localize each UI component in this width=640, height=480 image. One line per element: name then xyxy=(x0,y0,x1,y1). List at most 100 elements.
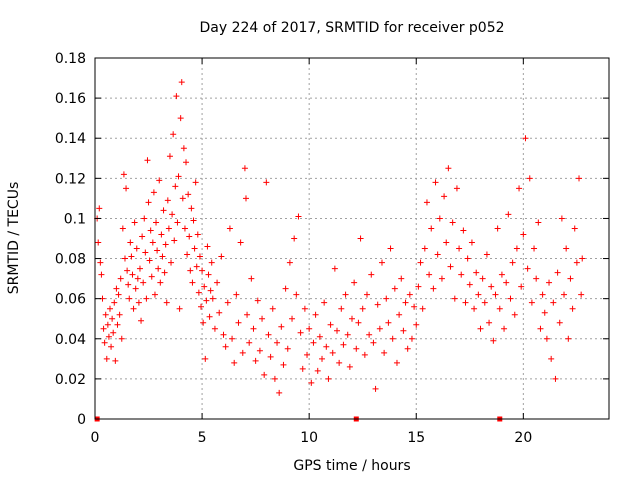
data-point xyxy=(441,193,448,200)
data-point xyxy=(124,267,131,274)
data-point xyxy=(479,275,486,282)
data-point xyxy=(125,281,132,288)
data-point xyxy=(353,345,360,352)
x-tick-label: 20 xyxy=(514,430,532,446)
x-tick-label: 15 xyxy=(407,430,425,446)
data-point xyxy=(206,313,213,320)
data-point xyxy=(475,291,482,298)
data-point xyxy=(267,353,274,360)
data-point xyxy=(179,195,186,202)
data-point xyxy=(203,297,210,304)
data-point xyxy=(567,275,574,282)
data-point xyxy=(157,279,164,286)
x-tick-label: 10 xyxy=(300,430,318,446)
data-point xyxy=(149,239,156,246)
data-point xyxy=(349,315,355,322)
y-axis-label: SRMTID / TECUs xyxy=(6,182,22,295)
x-tick-label: 0 xyxy=(91,430,100,446)
data-point xyxy=(118,335,125,342)
data-point xyxy=(121,255,128,262)
data-point xyxy=(498,271,505,278)
data-point xyxy=(404,345,411,352)
data-point xyxy=(569,305,576,312)
data-point xyxy=(383,295,390,302)
data-point xyxy=(271,375,278,382)
data-point xyxy=(134,275,141,282)
data-point xyxy=(187,267,194,274)
data-point xyxy=(552,375,559,382)
data-point xyxy=(202,355,209,362)
data-point xyxy=(458,271,465,278)
data-point xyxy=(419,305,426,312)
data-point xyxy=(110,329,117,336)
data-point xyxy=(235,319,242,326)
data-point xyxy=(250,325,257,332)
data-point xyxy=(171,237,178,244)
data-point xyxy=(417,259,424,266)
data-point xyxy=(351,279,358,286)
data-point xyxy=(556,319,563,326)
data-point xyxy=(501,325,508,332)
data-point xyxy=(513,245,520,252)
data-point xyxy=(413,321,420,328)
data-point xyxy=(408,335,415,342)
data-point xyxy=(98,271,105,278)
data-point xyxy=(306,325,313,332)
data-point xyxy=(434,251,441,258)
y-tick-label: 0 xyxy=(77,412,86,428)
data-point xyxy=(344,331,351,338)
data-point xyxy=(159,253,166,260)
data-point xyxy=(319,355,326,362)
data-point xyxy=(114,321,121,328)
data-point xyxy=(148,273,155,280)
data-point xyxy=(173,93,180,100)
data-point xyxy=(464,255,471,262)
data-point xyxy=(486,319,493,326)
data-point xyxy=(132,285,139,292)
data-point xyxy=(166,153,173,160)
data-point xyxy=(537,325,544,332)
data-point xyxy=(443,239,450,246)
data-point xyxy=(535,219,542,226)
data-point xyxy=(423,199,430,206)
data-point xyxy=(198,303,205,310)
data-point xyxy=(481,299,488,306)
data-point xyxy=(189,279,196,286)
data-point xyxy=(153,219,160,226)
data-point xyxy=(374,301,381,308)
data-point xyxy=(340,341,347,348)
data-point xyxy=(518,283,525,290)
data-point xyxy=(578,291,585,298)
data-point xyxy=(355,319,362,326)
data-point xyxy=(181,225,188,232)
data-point xyxy=(131,219,138,226)
data-point xyxy=(191,245,198,252)
data-point xyxy=(155,265,162,272)
data-point xyxy=(430,285,437,292)
data-point xyxy=(199,267,206,274)
data-point xyxy=(558,215,565,222)
data-point xyxy=(218,253,225,260)
data-point xyxy=(516,185,523,192)
data-point xyxy=(304,351,311,358)
data-point xyxy=(248,275,255,282)
data-point xyxy=(327,321,334,328)
data-point xyxy=(428,225,435,232)
y-axis-ticks: 0 0.02 0.04 0.06 0.08 0.1 0.12 0.14 0.16 0.18 xyxy=(55,51,609,428)
data-point xyxy=(421,245,428,252)
data-point xyxy=(334,327,341,334)
data-points xyxy=(94,79,586,396)
data-point xyxy=(112,357,119,364)
data-point xyxy=(505,211,512,218)
data-point xyxy=(104,321,111,328)
data-point xyxy=(115,291,122,298)
y-tick-label: 0.14 xyxy=(55,131,86,147)
data-point xyxy=(438,275,445,282)
data-point xyxy=(117,275,124,282)
data-point xyxy=(138,317,145,324)
data-point xyxy=(111,299,118,306)
data-point xyxy=(145,199,152,206)
data-point xyxy=(426,271,433,278)
data-point xyxy=(136,265,143,272)
